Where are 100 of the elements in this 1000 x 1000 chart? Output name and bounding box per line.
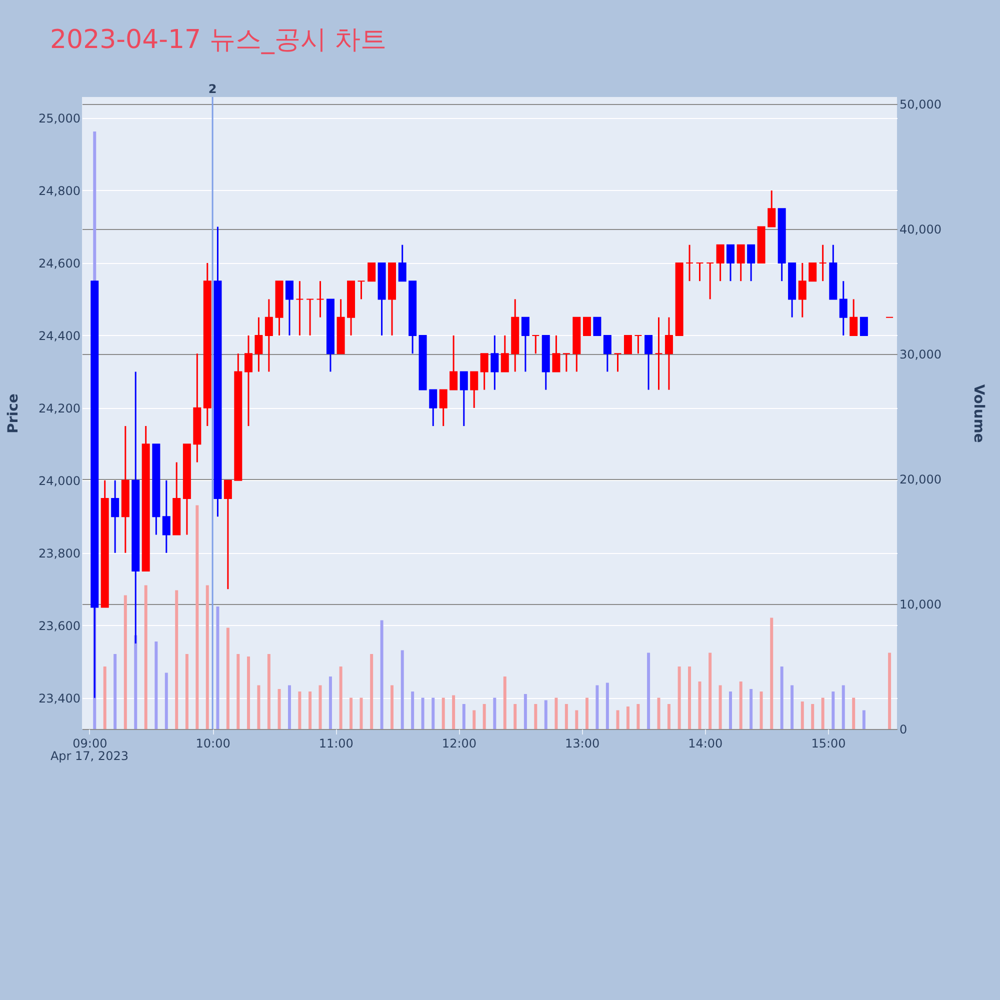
bar (718, 685, 722, 729)
bar (811, 704, 814, 729)
bar (780, 666, 784, 729)
candlestick (593, 316, 602, 336)
bar (298, 692, 302, 729)
y2-tick-label: 40,000 (900, 222, 942, 236)
bar (421, 698, 424, 729)
y-tick-label: 23,800 (38, 546, 80, 560)
candlestick (614, 352, 622, 372)
candlestick (470, 370, 478, 409)
x-tick-label: 12:00 (442, 736, 477, 750)
candlestick (716, 244, 724, 282)
bar (328, 676, 332, 729)
candlestick (808, 262, 817, 282)
candlestick (562, 352, 570, 372)
bar (267, 654, 270, 729)
candlestick (839, 280, 848, 336)
bar (564, 704, 568, 729)
y-tick-label: 23,400 (38, 691, 80, 706)
bar (729, 692, 732, 729)
candlestick (696, 262, 704, 282)
bar (411, 692, 414, 729)
x-tick-label: 11:00 (318, 736, 354, 750)
bar (800, 702, 804, 729)
candlestick (634, 334, 642, 354)
bar (750, 689, 753, 729)
bar (442, 698, 445, 729)
y-tick-label: 24,800 (38, 184, 80, 198)
candlestick (860, 316, 868, 336)
bar (616, 710, 620, 729)
candlestick (368, 262, 376, 282)
candlestick (316, 280, 324, 318)
y2-tick-label: 0 (900, 722, 908, 736)
bar (196, 505, 199, 729)
bar (688, 666, 692, 729)
y2-tick-label: 10,000 (900, 598, 942, 612)
candlestick (603, 334, 612, 372)
y-tick-label: 23,600 (38, 618, 80, 633)
x-tick-label: 13:00 (565, 736, 600, 750)
bar (380, 620, 384, 729)
bar (544, 700, 548, 729)
candlestick (850, 298, 858, 336)
annotation: 2 (208, 82, 217, 96)
bar (339, 666, 342, 729)
bar (636, 704, 640, 729)
bar (350, 698, 353, 729)
bar (124, 595, 127, 729)
bar (154, 642, 158, 729)
candlestick (439, 389, 448, 427)
bar (678, 666, 681, 729)
bar (534, 704, 538, 729)
bar (739, 682, 742, 729)
y-tick-label: 24,000 (38, 474, 80, 488)
candlestick (490, 334, 499, 391)
y-axis-title: Price (6, 394, 22, 434)
bar (554, 698, 558, 729)
candlestick (285, 280, 294, 336)
candlestick (460, 370, 468, 427)
bar (164, 672, 168, 729)
candlestick (296, 280, 304, 336)
candlestick (357, 280, 366, 300)
candlestick (521, 316, 530, 372)
candlestick (736, 244, 745, 282)
bar (472, 710, 476, 729)
bar (821, 698, 824, 729)
bar (493, 698, 496, 729)
bar (770, 618, 774, 729)
bar (452, 695, 456, 729)
bar (144, 585, 148, 729)
bar (236, 654, 240, 729)
candlestick (686, 244, 694, 282)
candlestick (818, 244, 827, 282)
bar (596, 685, 599, 729)
x-tick-label: 09:00 (72, 736, 108, 750)
candlestick (398, 244, 406, 282)
bar (832, 692, 835, 729)
candlestick (264, 298, 273, 372)
bar (790, 685, 794, 729)
bar (514, 704, 517, 729)
bar (432, 698, 435, 729)
bar (647, 652, 650, 729)
candlestick (644, 334, 653, 391)
bar (462, 704, 466, 729)
candlestick (306, 298, 314, 336)
bar (575, 710, 578, 729)
bar (114, 654, 117, 729)
bar (257, 685, 260, 729)
bar (134, 635, 138, 729)
bar (667, 704, 670, 729)
bar (370, 654, 374, 729)
y-tick-label: 24,600 (38, 256, 80, 270)
bar (657, 698, 660, 729)
bar (862, 710, 866, 729)
x-tick-label: 10:00 (196, 736, 230, 750)
y-tick-label: 24,400 (38, 328, 80, 343)
bar (206, 585, 209, 729)
bar (318, 685, 322, 729)
y-tick-label: 24,200 (38, 401, 80, 416)
bar (175, 590, 178, 729)
bar (246, 656, 250, 729)
